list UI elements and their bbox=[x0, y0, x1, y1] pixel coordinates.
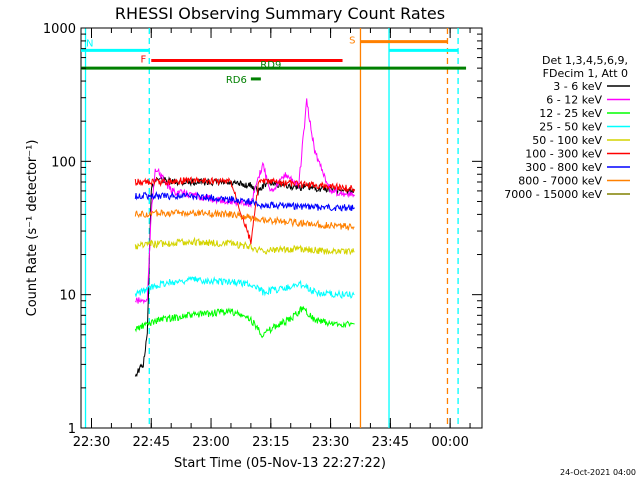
legend-entry-label: 100 - 300 keV bbox=[525, 148, 602, 161]
vertical-markers bbox=[84, 28, 459, 428]
legend-entry-label: 3 - 6 keV bbox=[553, 80, 602, 93]
flag-label: N bbox=[86, 38, 93, 49]
y-tick-label: 100 bbox=[51, 155, 76, 170]
legend-header: FDecim 1, Att 0 bbox=[543, 67, 628, 80]
flag-label: RD6 bbox=[226, 75, 247, 86]
flag-label: F bbox=[140, 55, 146, 66]
legend-entry-label: 7000 - 15000 keV bbox=[504, 188, 602, 201]
legend-entry-label: 12 - 25 keV bbox=[539, 107, 602, 120]
legend-entry-label: 800 - 7000 keV bbox=[518, 175, 602, 188]
legend-entry-label: 300 - 800 keV bbox=[525, 161, 602, 174]
series-lines bbox=[134, 98, 355, 378]
chart-title: RHESSI Observing Summary Count Rates bbox=[115, 4, 445, 23]
series-line bbox=[134, 190, 355, 212]
y-axis: 1 10 100 1000 bbox=[43, 22, 482, 437]
legend-entry-label: 6 - 12 keV bbox=[546, 94, 602, 107]
series-line bbox=[135, 98, 355, 305]
plot-area: N S F RD9 RD6 bbox=[80, 27, 483, 429]
plot-frame bbox=[80, 27, 483, 429]
y-tick-label: 1 bbox=[68, 422, 76, 437]
legend: Det 1,3,4,5,6,9,FDecim 1, Att 03 - 6 keV… bbox=[504, 54, 630, 201]
flag-bars: N S F RD9 RD6 bbox=[81, 36, 467, 86]
footer-timestamp: 24-Oct-2021 04:00 bbox=[560, 468, 636, 477]
x-tick-label: 23:45 bbox=[372, 435, 409, 450]
series-line bbox=[134, 176, 355, 378]
x-axis: 22:30 22:45 23:00 23:15 23:30 23:45 00:00 bbox=[73, 28, 471, 450]
x-tick-label: 23:15 bbox=[252, 435, 289, 450]
series-line bbox=[134, 305, 355, 339]
x-axis-label: Start Time (05-Nov-13 22:27:22) bbox=[174, 456, 386, 471]
y-tick-label: 1000 bbox=[43, 22, 76, 37]
x-tick-label: 23:30 bbox=[312, 435, 349, 450]
flag-label: RD9 bbox=[260, 60, 281, 71]
flag-label: S bbox=[349, 36, 355, 47]
x-tick-label: 22:45 bbox=[133, 435, 170, 450]
y-tick-label: 10 bbox=[59, 289, 76, 304]
x-tick-label: 00:00 bbox=[431, 435, 468, 450]
y-axis-label: Count Rate (s⁻¹ detector⁻¹) bbox=[25, 140, 40, 317]
series-line bbox=[134, 236, 355, 256]
x-tick-label: 23:00 bbox=[192, 435, 229, 450]
legend-entry-label: 25 - 50 keV bbox=[539, 121, 602, 134]
x-tick-label: 22:30 bbox=[73, 435, 110, 450]
legend-header: Det 1,3,4,5,6,9, bbox=[542, 54, 628, 67]
series-line bbox=[134, 275, 355, 299]
series-line bbox=[134, 176, 355, 245]
legend-entry-label: 50 - 100 keV bbox=[532, 134, 602, 147]
series-line bbox=[134, 208, 355, 231]
